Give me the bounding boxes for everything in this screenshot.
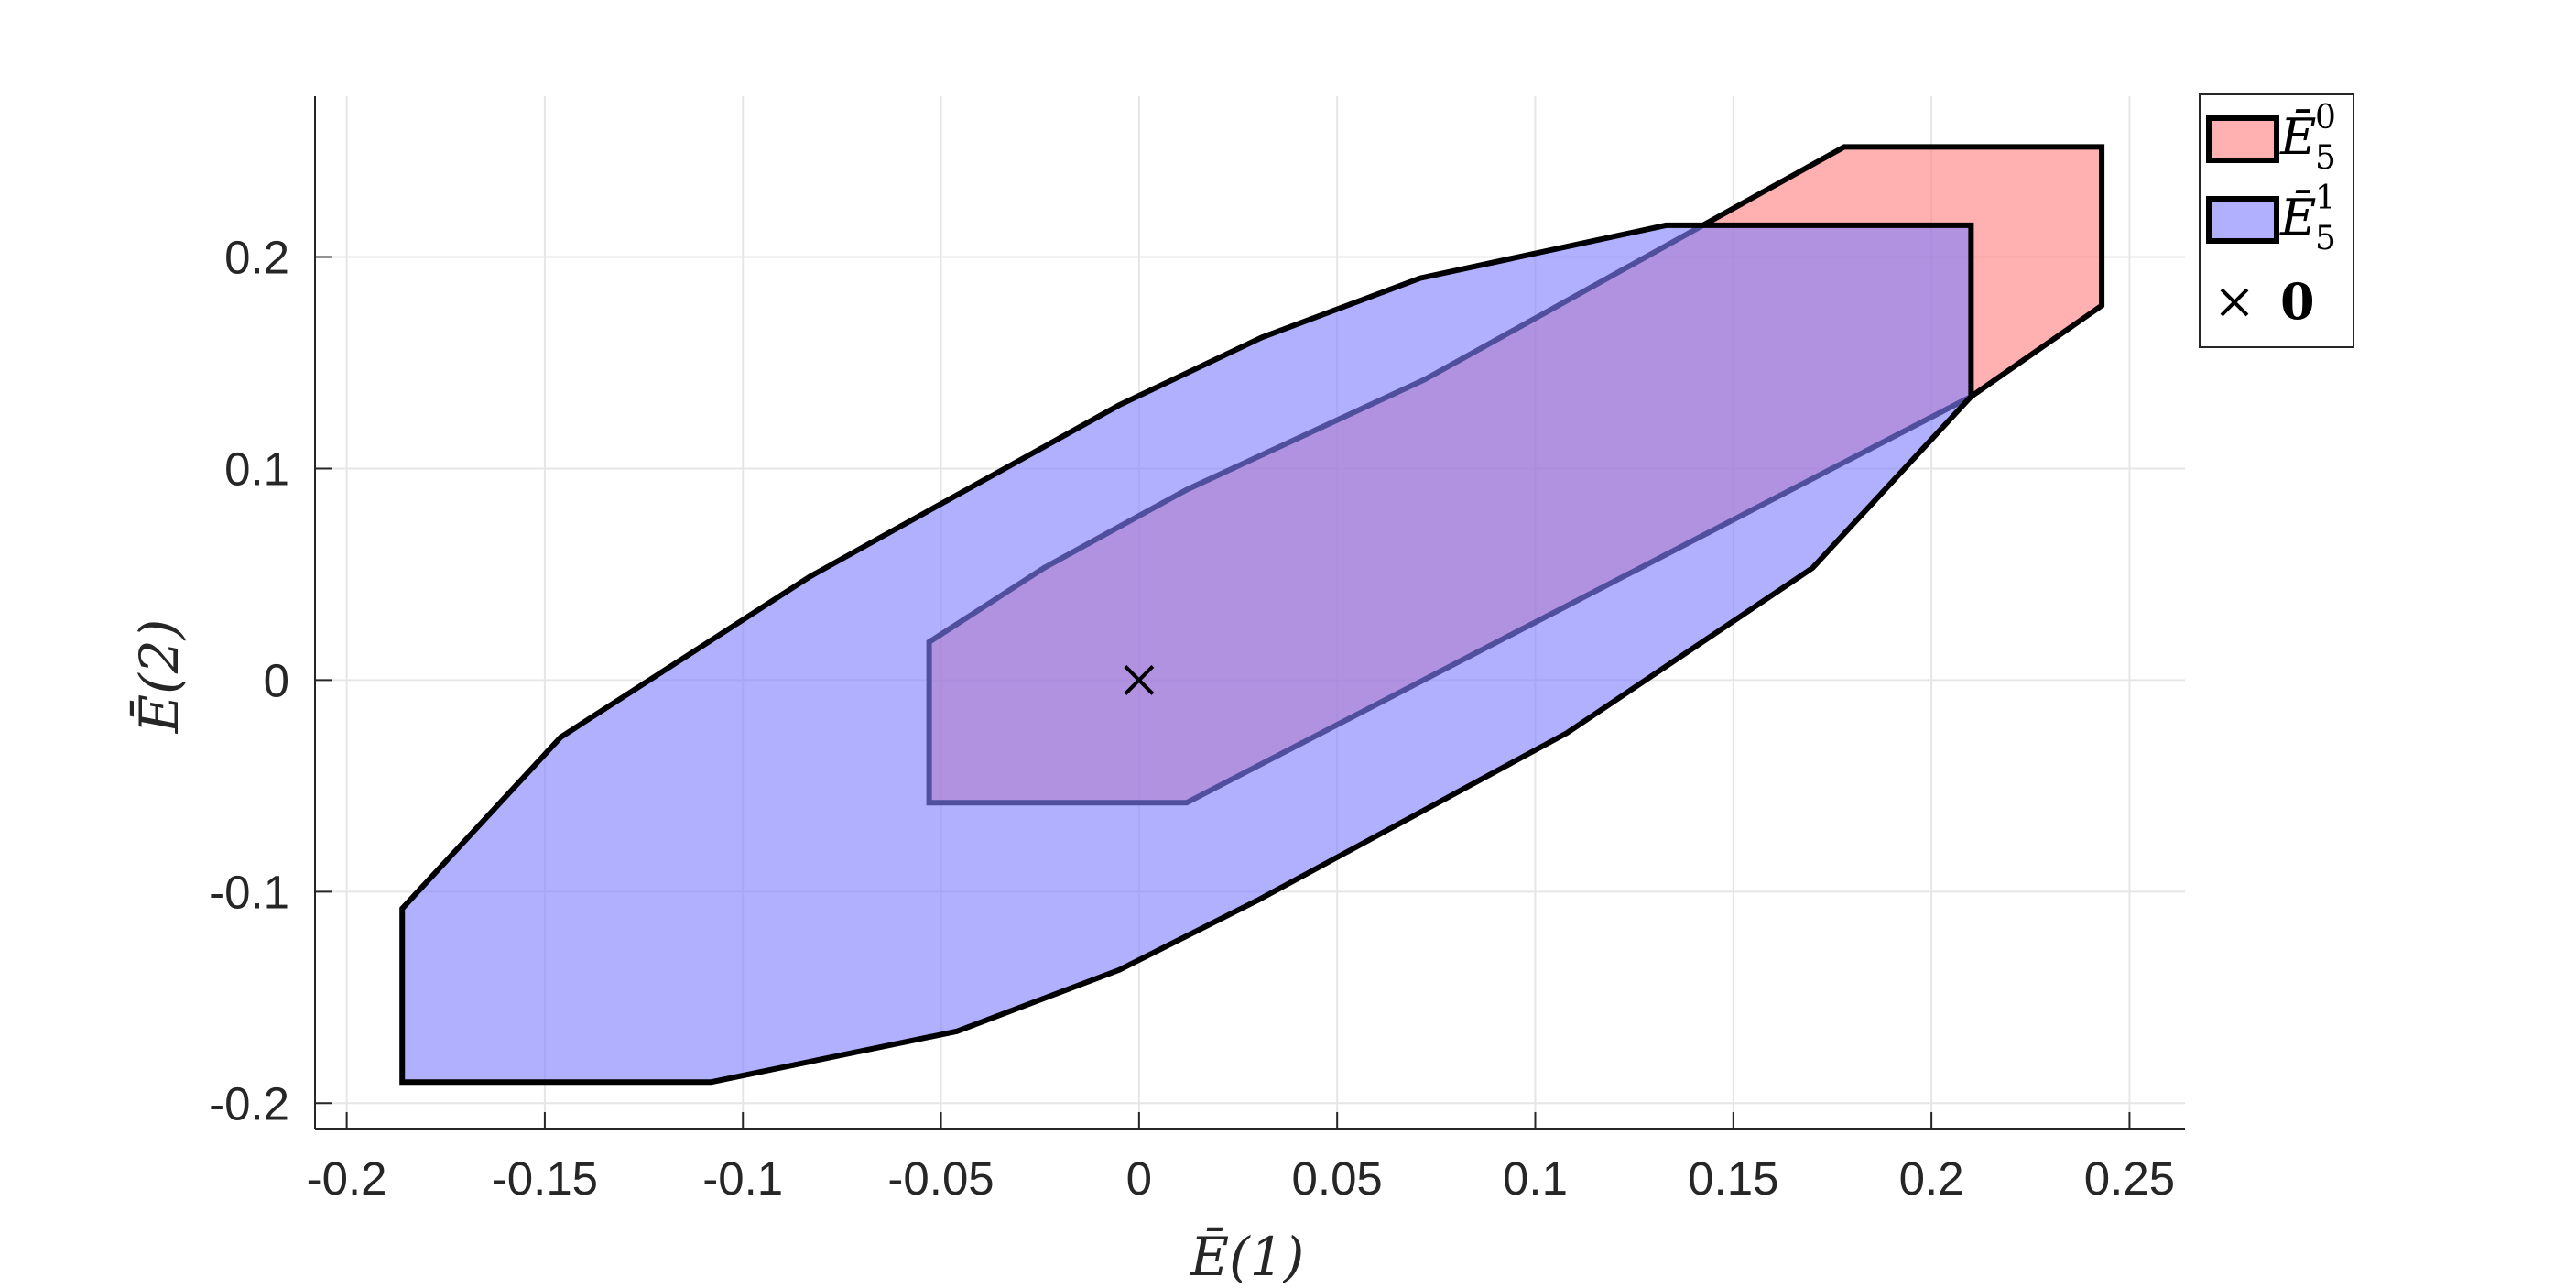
y-tick-label: -0.2 — [209, 1077, 289, 1130]
region-polygons — [399, 144, 2105, 1086]
x-tick-label: -0.2 — [307, 1152, 387, 1205]
x-tick-label: 0.15 — [1688, 1152, 1778, 1205]
legend-label-1: Ē — [2279, 189, 2316, 246]
origin-marker-group — [1124, 664, 1155, 695]
origin-marker-stroke-b — [1124, 664, 1155, 695]
tick-labels: -0.2 -0.15 -0.1 -0.05 0 0.05 0.1 0.15 0.2 0.25 -0.… — [209, 232, 2175, 1205]
legend-label-0-sub: 5 — [2315, 139, 2336, 177]
x-tick-label: 0 — [1126, 1152, 1152, 1205]
x-tick-label: 0.25 — [2084, 1152, 2175, 1205]
legend-marker-stroke-b — [2220, 288, 2249, 317]
legend-label-1-sub: 5 — [2315, 220, 2336, 257]
y-tick-label: -0.1 — [209, 866, 289, 918]
legend-swatch-1 — [2206, 196, 2279, 244]
y-axis-label: Ē(2) — [128, 619, 190, 735]
y-tick-label: 0.2 — [224, 232, 289, 284]
legend-label-0: Ē — [2279, 108, 2316, 166]
y-tick-label: 0.1 — [224, 442, 289, 495]
y-tick-label: 0 — [264, 654, 289, 706]
legend-label-origin: 0 — [2280, 272, 2315, 331]
x-tick-label: 0.1 — [1503, 1152, 1568, 1205]
axes — [314, 96, 2185, 1130]
series-1-region — [399, 222, 1974, 1086]
x-axis-label: Ē(1) — [1190, 1226, 1305, 1288]
legend-label-0-sup: 0 — [2315, 99, 2336, 136]
legend-swatch-0 — [2206, 115, 2279, 163]
x-tick-label: -0.15 — [492, 1152, 598, 1205]
x-tick-label: -0.1 — [702, 1152, 783, 1205]
x-tick-label: 0.2 — [1899, 1152, 1964, 1205]
x-tick-label: 0.05 — [1292, 1152, 1383, 1205]
legend-label-1-sup: 1 — [2315, 180, 2336, 217]
x-tick-label: -0.05 — [887, 1152, 994, 1205]
